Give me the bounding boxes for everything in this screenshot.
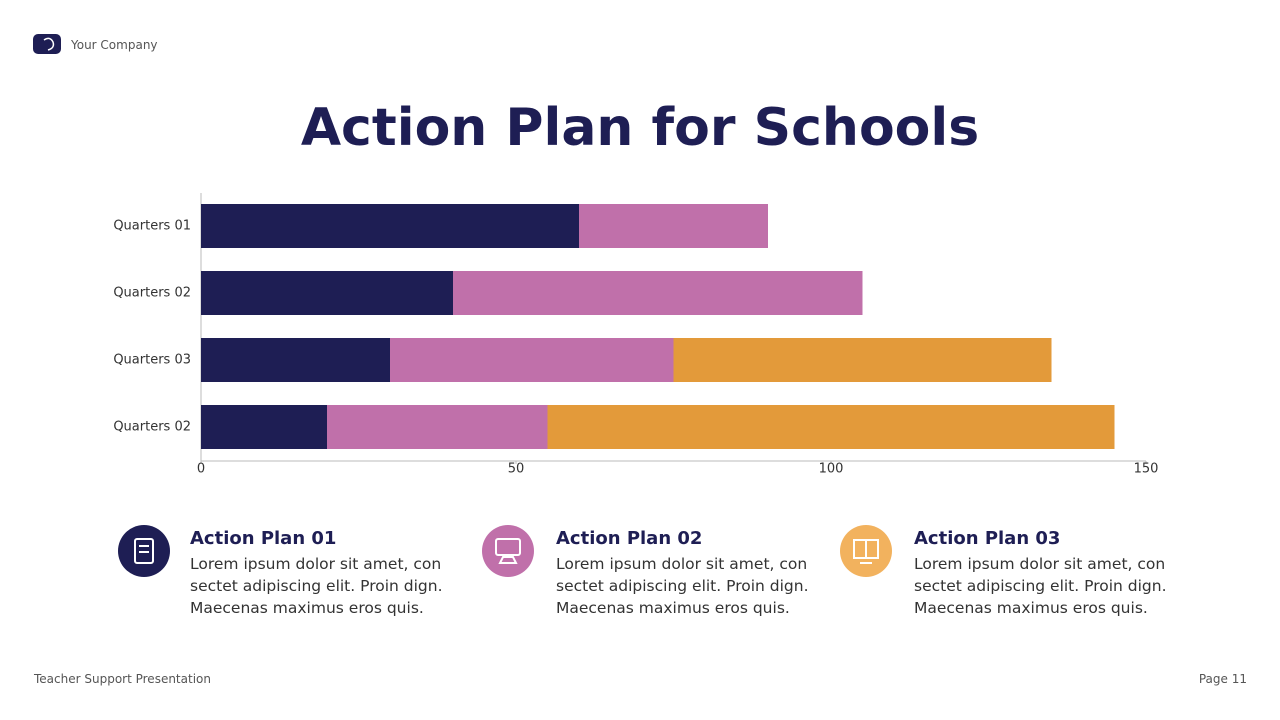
bar-segment xyxy=(201,204,579,248)
plan-title: Action Plan 02 xyxy=(556,528,703,549)
y-tick-label: Quarters 01 xyxy=(113,219,191,234)
footer-left: Teacher Support Presentation xyxy=(34,672,211,686)
company-name: Your Company xyxy=(71,38,158,52)
bar-segment xyxy=(327,405,548,449)
x-tick-label: 0 xyxy=(197,462,205,477)
plan: Action Plan 01 Lorem ipsum dolor sit ame… xyxy=(190,528,450,619)
bar-segment xyxy=(201,338,390,382)
x-tick-label: 150 xyxy=(1134,462,1159,477)
bar-segment xyxy=(547,405,1115,449)
plan-text: Lorem ipsum dolor sit amet, con sectet a… xyxy=(556,555,809,617)
bar-segment xyxy=(201,405,327,449)
bar-segment xyxy=(579,204,768,248)
y-tick-label: Quarters 02 xyxy=(113,420,191,435)
y-tick-label: Quarters 02 xyxy=(113,286,191,301)
plan-icon xyxy=(840,525,892,577)
y-tick-label: Quarters 03 xyxy=(113,353,191,368)
plan-icon xyxy=(482,525,534,577)
logo xyxy=(33,34,61,54)
x-tick-label: 50 xyxy=(508,462,525,477)
footer-right: Page 11 xyxy=(1198,672,1247,686)
bar-segment xyxy=(201,271,453,315)
slide-title: Action Plan for Schools xyxy=(300,98,980,158)
plan-icon xyxy=(118,525,170,577)
plan-text: Lorem ipsum dolor sit amet, con sectet a… xyxy=(190,555,443,617)
x-tick-label: 100 xyxy=(819,462,844,477)
plan: Action Plan 03 Lorem ipsum dolor sit ame… xyxy=(914,528,1174,619)
logo-mark xyxy=(43,37,55,51)
icon-graphic xyxy=(495,538,521,564)
icon-graphic xyxy=(853,539,879,564)
plan: Action Plan 02 Lorem ipsum dolor sit ame… xyxy=(556,528,816,619)
bar-segment xyxy=(673,338,1052,382)
bar-segment xyxy=(453,271,863,315)
plan-title: Action Plan 03 xyxy=(914,528,1061,549)
plan-text: Lorem ipsum dolor sit amet, con sectet a… xyxy=(914,555,1167,617)
plan-title: Action Plan 01 xyxy=(190,528,337,549)
icon-graphic xyxy=(134,538,154,564)
bar-segment xyxy=(390,338,674,382)
